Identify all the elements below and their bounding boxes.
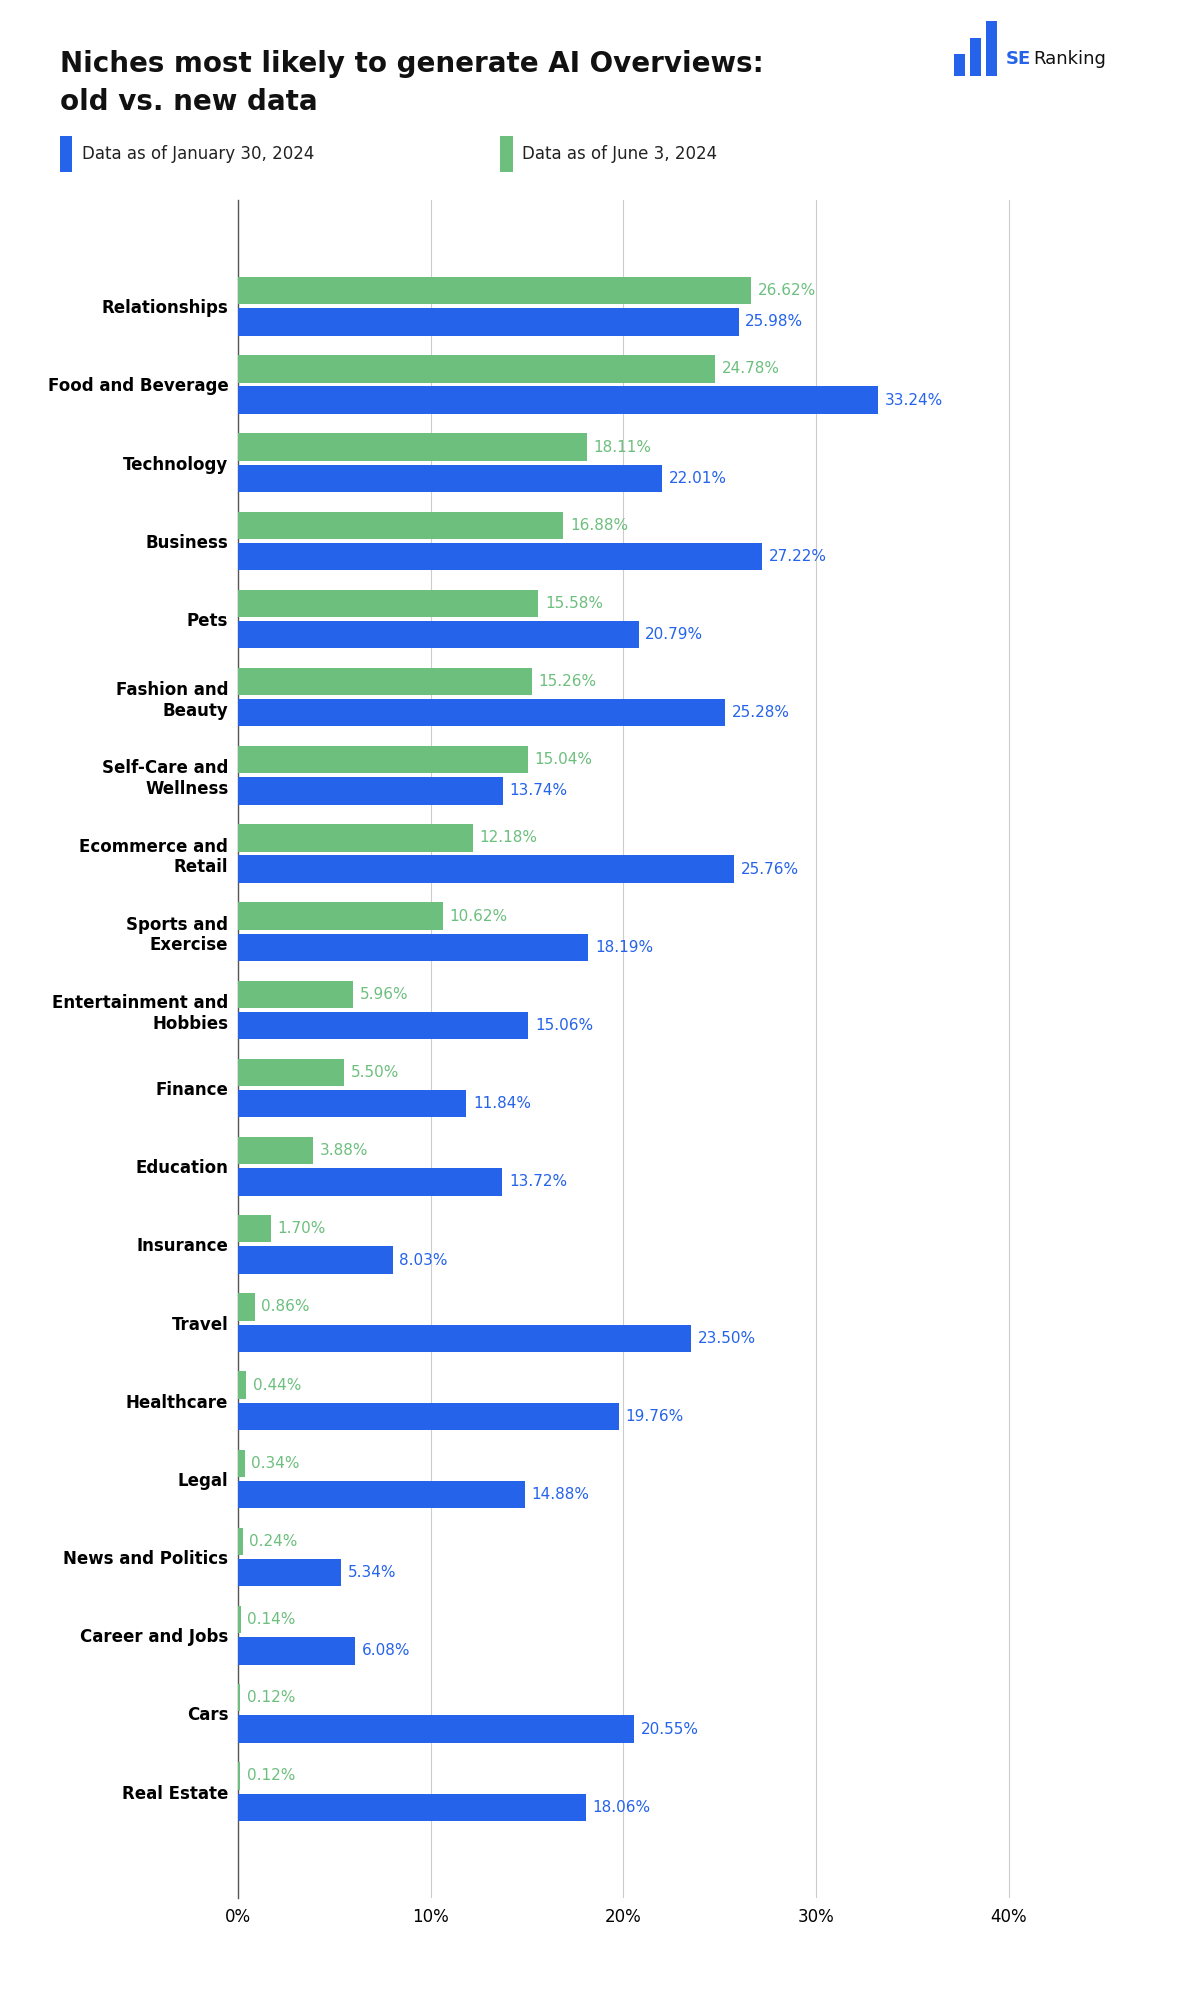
Text: 8.03%: 8.03% <box>400 1253 447 1267</box>
Bar <box>238 1558 340 1586</box>
Bar <box>238 1762 240 1790</box>
Text: Data as of January 30, 2024: Data as of January 30, 2024 <box>82 144 314 164</box>
Bar <box>238 777 502 805</box>
Text: 6.08%: 6.08% <box>362 1644 411 1658</box>
Text: 11.84%: 11.84% <box>472 1097 531 1111</box>
Text: 20.79%: 20.79% <box>645 627 703 641</box>
Text: Data as of June 3, 2024: Data as of June 3, 2024 <box>522 144 718 164</box>
Text: 0.12%: 0.12% <box>248 1768 295 1784</box>
Text: 0.86%: 0.86% <box>262 1299 309 1315</box>
Bar <box>238 1684 240 1712</box>
Bar <box>970 38 982 76</box>
Bar <box>238 1371 246 1399</box>
Bar <box>238 855 734 883</box>
Text: 18.19%: 18.19% <box>595 939 653 955</box>
Bar <box>238 386 878 414</box>
Bar <box>238 1247 393 1273</box>
Text: 5.96%: 5.96% <box>359 987 408 1001</box>
Text: 5.50%: 5.50% <box>351 1065 399 1079</box>
Text: 26.62%: 26.62% <box>758 284 816 298</box>
Bar <box>238 621 639 647</box>
Text: 1.70%: 1.70% <box>277 1221 326 1237</box>
Bar <box>238 667 532 695</box>
Text: 33.24%: 33.24% <box>885 394 944 408</box>
Bar <box>238 1636 355 1664</box>
Bar <box>987 22 997 76</box>
Text: 22.01%: 22.01% <box>669 472 727 486</box>
Bar <box>238 699 725 727</box>
Text: 25.28%: 25.28% <box>732 705 790 721</box>
Text: 19.76%: 19.76% <box>626 1409 684 1425</box>
Bar <box>238 1293 255 1321</box>
Text: 0.44%: 0.44% <box>253 1377 301 1393</box>
Bar <box>238 1011 528 1039</box>
Bar <box>238 543 763 569</box>
Text: 27.22%: 27.22% <box>769 549 827 563</box>
Bar <box>238 981 352 1007</box>
Bar <box>238 278 751 304</box>
Text: 18.06%: 18.06% <box>593 1800 651 1814</box>
Text: 0.34%: 0.34% <box>251 1457 300 1471</box>
Text: 23.50%: 23.50% <box>697 1331 756 1347</box>
Text: 12.18%: 12.18% <box>480 831 538 845</box>
Text: 25.98%: 25.98% <box>745 314 803 330</box>
Text: Ranking: Ranking <box>1033 50 1106 68</box>
Text: 3.88%: 3.88% <box>319 1143 368 1159</box>
Bar <box>238 1215 271 1243</box>
Bar <box>238 434 587 462</box>
Bar <box>238 308 739 336</box>
Bar <box>238 1794 585 1820</box>
Text: 16.88%: 16.88% <box>570 517 628 533</box>
Bar <box>238 1716 634 1742</box>
Bar <box>238 903 443 929</box>
Text: 15.26%: 15.26% <box>539 673 597 689</box>
Bar <box>238 1528 243 1554</box>
Bar <box>954 54 965 76</box>
Text: 0.14%: 0.14% <box>248 1612 296 1626</box>
Text: 15.04%: 15.04% <box>534 751 593 767</box>
Bar <box>238 589 538 617</box>
Text: 20.55%: 20.55% <box>640 1722 699 1736</box>
Bar <box>238 745 528 773</box>
Text: SE: SE <box>1006 50 1031 68</box>
Text: 13.74%: 13.74% <box>509 783 568 799</box>
Text: 18.11%: 18.11% <box>594 440 652 454</box>
Bar <box>238 356 715 382</box>
Bar <box>238 1091 466 1117</box>
Bar <box>238 511 563 539</box>
Bar <box>238 466 662 492</box>
Text: 24.78%: 24.78% <box>722 362 781 376</box>
Text: 5.34%: 5.34% <box>347 1564 396 1580</box>
Bar <box>238 1059 344 1087</box>
Bar <box>238 1481 525 1508</box>
Bar <box>238 1606 240 1632</box>
Bar <box>238 825 472 851</box>
Text: old vs. new data: old vs. new data <box>60 88 317 116</box>
Text: 15.06%: 15.06% <box>534 1019 593 1033</box>
Bar <box>238 1325 690 1353</box>
Text: 0.12%: 0.12% <box>248 1690 295 1704</box>
Text: 13.72%: 13.72% <box>509 1175 568 1189</box>
Bar <box>238 1403 619 1431</box>
Text: 25.76%: 25.76% <box>741 861 800 877</box>
Text: Niches most likely to generate AI Overviews:: Niches most likely to generate AI Overvi… <box>60 50 763 78</box>
Bar <box>238 933 589 961</box>
Bar <box>238 1451 245 1477</box>
Text: 15.58%: 15.58% <box>545 595 603 611</box>
Text: 0.24%: 0.24% <box>250 1534 298 1548</box>
Bar <box>238 1137 313 1165</box>
Text: 10.62%: 10.62% <box>450 909 507 923</box>
Bar <box>238 1169 502 1195</box>
Text: 14.88%: 14.88% <box>532 1487 589 1502</box>
